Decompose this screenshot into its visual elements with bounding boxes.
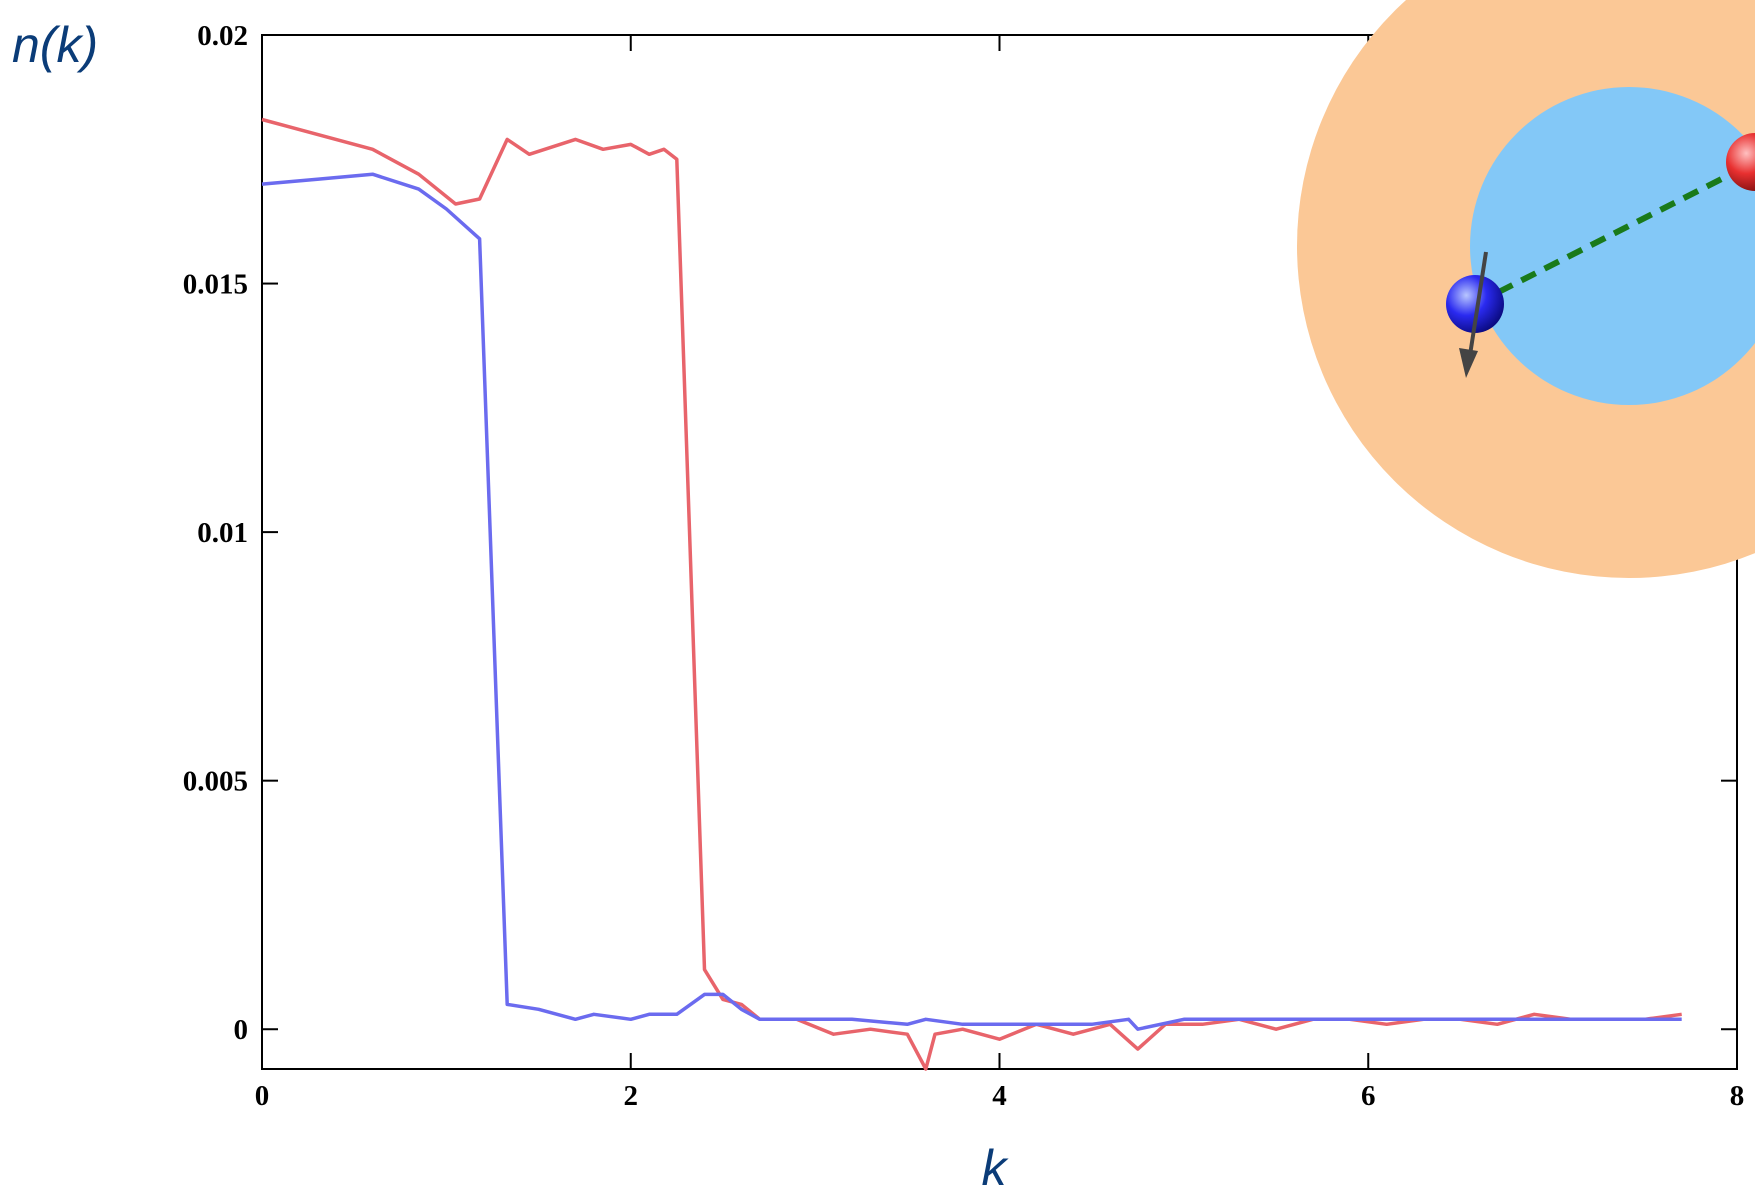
series-line xyxy=(261,172,1682,1031)
inner-circle xyxy=(1470,87,1755,405)
red-particle xyxy=(1726,133,1755,191)
x-tick-label: 2 xyxy=(624,1080,639,1112)
x-tick-label: 6 xyxy=(1361,1080,1376,1112)
y-tick-label: 0.005 xyxy=(183,766,248,798)
inset-diagram xyxy=(1297,0,1755,578)
pair-link xyxy=(1473,159,1755,307)
plot-area: 0 0.005 0.01 0.015 0.02 0 2 4 6 8 xyxy=(183,20,1745,1112)
x-tick-label: 0 xyxy=(255,1080,270,1112)
y-tick-label: 0.02 xyxy=(197,20,248,52)
blue-particle xyxy=(1446,275,1504,333)
y-tick-label: 0 xyxy=(234,1014,249,1046)
y-axis-label: n(k) xyxy=(12,17,98,73)
x-tick-label: 8 xyxy=(1730,1080,1745,1112)
y-tick-label: 0.01 xyxy=(197,517,248,549)
spin-arrow xyxy=(1468,251,1488,356)
spin-arrow-head xyxy=(1459,348,1478,378)
x-tick-label: 4 xyxy=(992,1080,1007,1112)
y-tick-label: 0.015 xyxy=(183,269,248,301)
x-axis-label: k xyxy=(982,1140,1010,1196)
